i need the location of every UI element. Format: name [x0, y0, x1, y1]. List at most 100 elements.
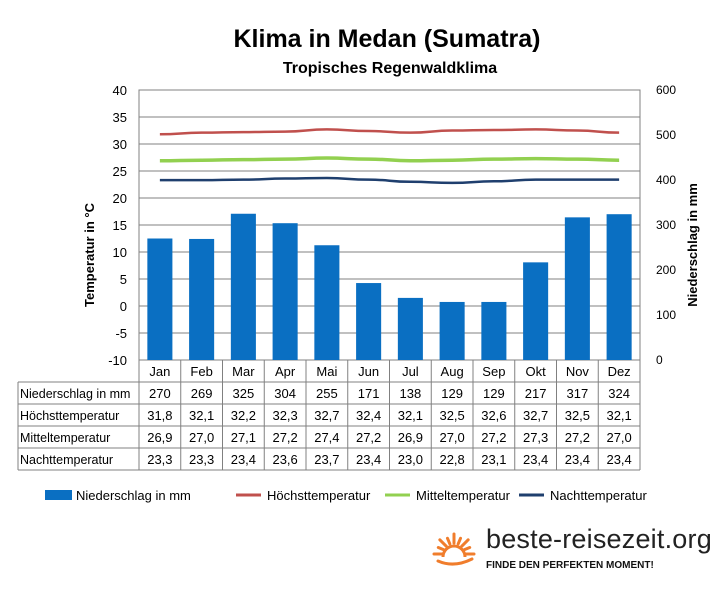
y-tick-right: 100 — [656, 308, 676, 322]
legend-label: Nachttemperatur — [550, 488, 647, 503]
y-axis-right-label: Niederschlag in mm — [685, 183, 700, 307]
table-cell: 23,7 — [314, 452, 339, 467]
bar — [314, 245, 340, 360]
table-cell: 23,4 — [231, 452, 256, 467]
table-cell: 23,4 — [606, 452, 631, 467]
table-cell: 27,2 — [356, 430, 381, 445]
sun-ray — [438, 538, 448, 548]
y-tick-right: 300 — [656, 218, 676, 232]
table-cell: 32,6 — [481, 408, 506, 423]
sun-disc — [441, 544, 467, 558]
x-tick-label: Apr — [275, 364, 296, 379]
table-cell: 129 — [441, 386, 463, 401]
table-cell: 27,4 — [314, 430, 339, 445]
table-cell: 32,1 — [606, 408, 631, 423]
table-cell: 32,5 — [565, 408, 590, 423]
table-row-label: Mitteltemperatur — [20, 431, 110, 445]
table-cell: 27,0 — [606, 430, 631, 445]
table-cell: 325 — [233, 386, 255, 401]
bar — [523, 262, 549, 360]
table-cell: 23,3 — [189, 452, 214, 467]
table-cell: 31,8 — [147, 408, 172, 423]
y-axis-right: 0 100 200 300 400 500 600 — [656, 83, 676, 367]
x-tick-label: Mai — [316, 364, 337, 379]
table-row-label: Höchsttemperatur — [20, 409, 119, 423]
y-tick-left: 35 — [113, 110, 127, 125]
y-axis-left: -10 -5 0 5 10 15 20 25 30 35 40 — [108, 83, 127, 368]
sun-ray — [460, 538, 470, 548]
line-series-3 — [159, 176, 620, 185]
x-tick-label: Nov — [566, 364, 590, 379]
bar — [147, 238, 173, 360]
bar — [272, 223, 298, 360]
bar-series — [147, 213, 632, 360]
table-cell: 27,2 — [272, 430, 297, 445]
brand-name: beste-reisezeit.org — [486, 524, 712, 554]
table-cell: 32,3 — [272, 408, 297, 423]
table-cell: 129 — [483, 386, 505, 401]
table-cell: 32,7 — [523, 408, 548, 423]
bar — [230, 213, 256, 360]
table-cell: 269 — [191, 386, 213, 401]
table-cell: 23,1 — [481, 452, 506, 467]
table-row-label: Nachttemperatur — [20, 453, 113, 467]
bar — [356, 283, 382, 360]
y-axis-left-label: Temperatur in °C — [82, 202, 97, 307]
x-tick-label: Sep — [482, 364, 505, 379]
table-cell: 324 — [608, 386, 630, 401]
table-cell: 32,5 — [439, 408, 464, 423]
y-tick-left: -5 — [115, 326, 127, 341]
table-cell: 23,0 — [398, 452, 423, 467]
table-cell: 138 — [400, 386, 422, 401]
x-tick-label: Jul — [402, 364, 419, 379]
bar — [606, 214, 632, 360]
y-tick-left: 0 — [120, 299, 127, 314]
sun-ray — [436, 545, 446, 552]
y-tick-left: 30 — [113, 137, 127, 152]
sun-icon — [432, 532, 476, 566]
table-cell: 32,1 — [189, 408, 214, 423]
chart-title: Klima in Medan (Sumatra) — [234, 25, 541, 53]
table-cell: 27,0 — [439, 430, 464, 445]
table-cell: 23,3 — [147, 452, 172, 467]
bar — [189, 238, 215, 360]
y-tick-right: 600 — [656, 83, 676, 97]
sun-horizon — [436, 557, 474, 566]
x-tick-label: Feb — [190, 364, 212, 379]
legend-label: Mitteltemperatur — [416, 488, 511, 503]
table-cell: 304 — [274, 386, 296, 401]
table-cell: 217 — [525, 386, 547, 401]
table-cell: 32,7 — [314, 408, 339, 423]
y-tick-left: 15 — [113, 218, 127, 233]
legend-swatch — [45, 490, 72, 500]
x-tick-label: Okt — [526, 364, 547, 379]
table-cell: 23,4 — [356, 452, 381, 467]
table-cell: 32,4 — [356, 408, 381, 423]
brand-block: beste-reisezeit.org FINDE DEN PERFEKTEN … — [430, 522, 715, 588]
line-series-1 — [159, 128, 620, 136]
table-cell: 317 — [567, 386, 589, 401]
y-tick-left: 5 — [120, 272, 127, 287]
chart-subtitle: Tropisches Regenwaldklima — [283, 60, 497, 77]
x-tick-label: Jun — [358, 364, 379, 379]
legend-label: Niederschlag in mm — [76, 488, 191, 503]
table-cell: 27,0 — [189, 430, 214, 445]
y-tick-right: 400 — [656, 173, 676, 187]
y-tick-right: 500 — [656, 128, 676, 142]
table-cell: 171 — [358, 386, 380, 401]
table-cell: 27,1 — [231, 430, 256, 445]
table-cell: 23,6 — [272, 452, 297, 467]
sun-ray — [462, 545, 472, 552]
line-series-2 — [159, 156, 620, 163]
y-tick-right: 200 — [656, 263, 676, 277]
table-cell: 32,1 — [398, 408, 423, 423]
y-tick-left: -10 — [108, 353, 127, 368]
table-cell: 27,3 — [523, 430, 548, 445]
bar — [564, 217, 590, 360]
table-cell: 255 — [316, 386, 338, 401]
table-cell: 23,4 — [523, 452, 548, 467]
x-tick-label: Mar — [232, 364, 255, 379]
table-cell: 27,2 — [565, 430, 590, 445]
table-row-label: Niederschlag in mm — [20, 387, 130, 401]
table-cell: 26,9 — [398, 430, 423, 445]
